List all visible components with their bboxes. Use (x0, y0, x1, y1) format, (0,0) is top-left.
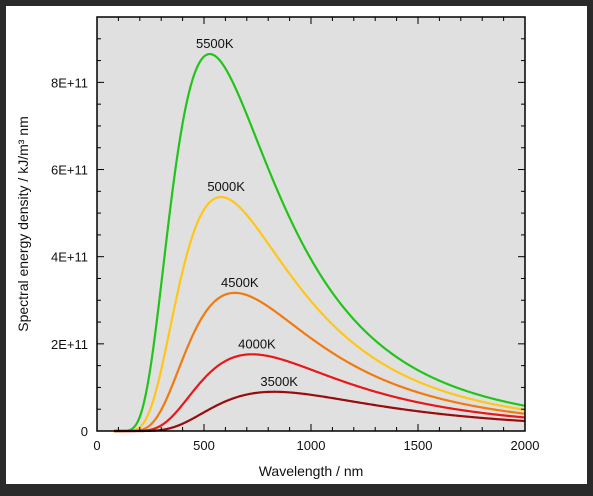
y-tick-label: 4E+11 (51, 250, 88, 265)
x-tick-label: 1500 (404, 438, 433, 453)
series-label-5500k: 5500K (196, 36, 234, 51)
blackbody-spectrum-chart: 0 500 1000 1500 2000 0 2E+11 4E+11 6E+11 8E+11 55… (15, 16, 539, 479)
x-axis-label: Wavelength / nm (259, 463, 364, 479)
y-axis-label: Spectral energy density / kJ/m³ nm (15, 116, 31, 332)
series-labels: 5500K 5000K 4500K 4000K 3500K (196, 36, 298, 389)
tick-labels: 0 500 1000 1500 2000 0 2E+11 4E+11 6E+11 8E+11 (51, 75, 539, 453)
x-tick-label: 1000 (297, 438, 326, 453)
series-layer (113, 52, 526, 433)
series-label-4500k: 4500K (221, 275, 259, 290)
y-tick-label: 2E+11 (51, 337, 88, 352)
series-label-3500k: 3500K (260, 374, 298, 389)
x-tick-label: 0 (93, 438, 100, 453)
series-line-5000k (113, 195, 526, 433)
y-tick-label: 6E+11 (51, 163, 88, 178)
series-line-4500k (113, 291, 526, 433)
x-tick-label: 2000 (511, 438, 540, 453)
y-tick-label: 0 (81, 424, 88, 439)
series-line-3500k (113, 390, 526, 433)
y-tick-label: 8E+11 (51, 75, 88, 90)
series-line-5500k (113, 52, 526, 433)
plot-border (96, 16, 526, 432)
series-line-4000k (113, 353, 526, 433)
series-label-5000k: 5000K (207, 179, 245, 194)
series-label-4000k: 4000K (238, 336, 276, 351)
x-tick-label: 500 (193, 438, 215, 453)
chart-frame: 0 500 1000 1500 2000 0 2E+11 4E+11 6E+11 8E+11 55… (6, 6, 587, 484)
